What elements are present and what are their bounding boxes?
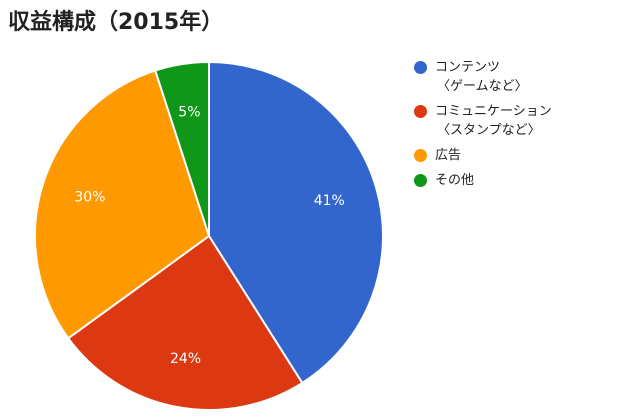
pie-slice-3[interactable]: [153, 60, 210, 237]
legend-swatch: [414, 105, 427, 118]
legend-item-advertising[interactable]: 広告: [414, 146, 552, 165]
slice-label-2: 30%: [74, 189, 105, 205]
legend-sublabel: 〈ゲームなど〉: [437, 79, 528, 94]
legend-item-communication[interactable]: コミュニケーション 〈スタンプなど〉: [414, 102, 552, 140]
legend-swatch: [414, 61, 427, 74]
pie-slice-1[interactable]: [66, 234, 304, 411]
slice-label-0: 41%: [314, 193, 345, 209]
pie-slices: [34, 60, 384, 411]
legend-label: コミュニケーション: [435, 104, 552, 119]
legend-swatch: [414, 174, 427, 187]
slice-label-1: 24%: [170, 351, 201, 367]
legend-item-other[interactable]: その他: [414, 171, 552, 190]
legend-swatch: [414, 149, 427, 162]
chart-title: 収益構成（2015年）: [8, 10, 224, 35]
legend: コンテンツ 〈ゲームなど〉 コミュニケーション 〈スタンプなど〉 広告 その他: [414, 58, 552, 196]
legend-item-contents[interactable]: コンテンツ 〈ゲームなど〉: [414, 58, 552, 96]
legend-label: 広告: [435, 148, 462, 163]
legend-label: その他: [435, 173, 475, 188]
pie-labels: 41% 24% 30% 5%: [74, 104, 345, 367]
pie-slice-2[interactable]: [34, 69, 211, 340]
legend-sublabel: 〈スタンプなど〉: [437, 123, 541, 138]
slice-label-3: 5%: [178, 104, 200, 120]
legend-label: コンテンツ: [435, 60, 501, 75]
